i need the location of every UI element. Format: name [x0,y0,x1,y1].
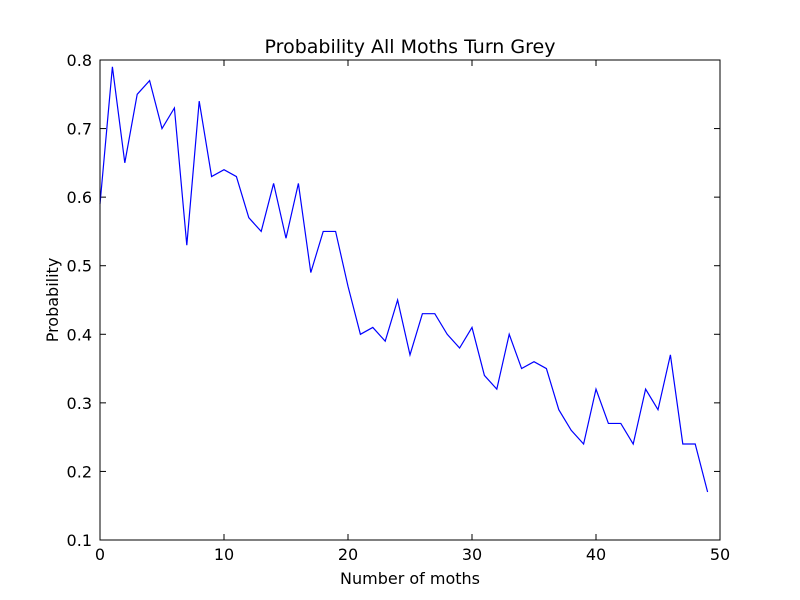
chart-title: Probability All Moths Turn Grey [265,36,556,58]
x-tick-label: 0 [95,545,105,564]
y-tick-label: 0.7 [67,120,92,139]
y-tick-label: 0.5 [67,257,92,276]
plot-area-frame [99,59,721,541]
series-line [99,66,709,493]
y-tick-label: 0.2 [67,462,92,481]
x-tick-label: 10 [214,545,234,564]
x-tick-label: 40 [586,545,606,564]
x-tick-label: 50 [710,545,730,564]
y-tick-label: 0.6 [67,188,92,207]
y-tick-label: 0.1 [67,531,92,550]
x-tick-label: 20 [338,545,358,564]
x-tick-label: 30 [462,545,482,564]
y-tick-label: 0.8 [67,51,92,70]
x-axis-label: Number of moths [340,569,480,588]
y-tick-label: 0.3 [67,394,92,413]
axis-ticks: 0 10 20 30 40 50 0.1 0.2 0.3 0.4 0.5 0.6 0.7 0.8 [67,51,731,564]
y-axis-label: Probability [43,258,62,343]
data-series [99,66,709,493]
y-tick-label: 0.4 [67,325,92,344]
